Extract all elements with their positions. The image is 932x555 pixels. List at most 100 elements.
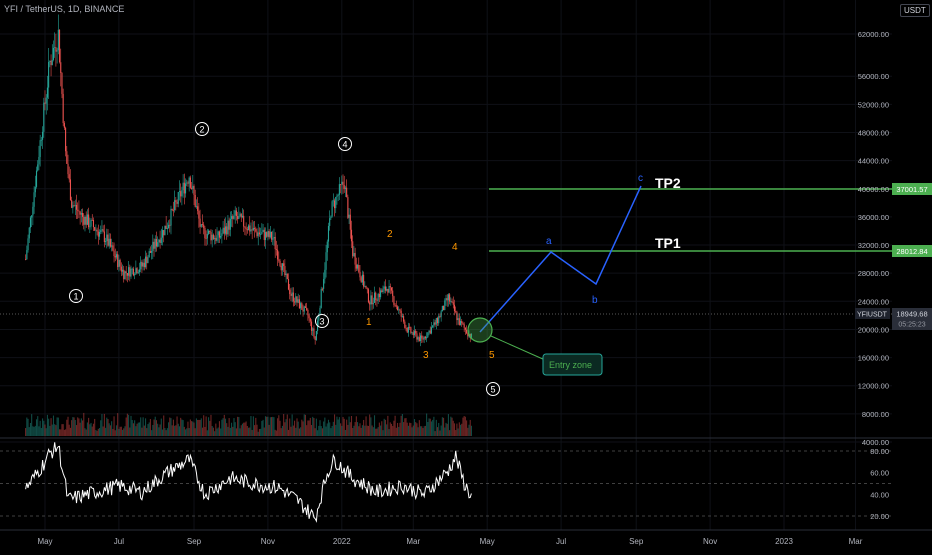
candle-body bbox=[321, 288, 323, 290]
volume-bar bbox=[458, 422, 460, 436]
volume-bar bbox=[359, 423, 361, 436]
volume-bar bbox=[77, 417, 79, 436]
candle-body bbox=[359, 271, 361, 278]
volume-bar bbox=[341, 425, 343, 436]
volume-bar bbox=[218, 421, 221, 436]
candle-body bbox=[372, 302, 374, 305]
candle-body bbox=[388, 285, 390, 293]
candle-body bbox=[415, 330, 417, 334]
price-tick-label: 8000.00 bbox=[862, 410, 889, 419]
volume-bar bbox=[113, 416, 115, 436]
candle-body bbox=[63, 123, 65, 128]
volume-bar bbox=[193, 422, 195, 436]
volume-bar bbox=[428, 418, 430, 436]
candle-body bbox=[180, 191, 182, 197]
price-tick-label: 20000.00 bbox=[858, 325, 889, 334]
volume-bar bbox=[200, 418, 202, 436]
candle-body bbox=[421, 335, 423, 339]
symbol-title[interactable]: YFI / TetherUS, 1D, BINANCE bbox=[4, 4, 125, 14]
volume-bar bbox=[405, 418, 407, 436]
candle-body bbox=[71, 200, 73, 208]
candle-body bbox=[205, 238, 207, 240]
candle-body bbox=[115, 254, 118, 258]
candle-body bbox=[239, 213, 241, 217]
price-axis[interactable]: 62000.00 56000.00 52000.00 48000.00 44000.00… bbox=[858, 30, 889, 447]
candle-body bbox=[277, 249, 279, 260]
candle-body bbox=[266, 232, 268, 237]
candle-body bbox=[350, 229, 353, 242]
entry-zone-box[interactable] bbox=[542, 353, 603, 376]
candle-body bbox=[342, 181, 344, 186]
volume-bar bbox=[45, 428, 47, 436]
currency-selector[interactable]: USDT bbox=[900, 4, 930, 17]
candle-body bbox=[280, 265, 282, 271]
volume-bar bbox=[101, 414, 103, 436]
candle-body bbox=[445, 298, 447, 301]
candle-body bbox=[332, 200, 334, 202]
candle-body bbox=[315, 330, 317, 340]
rsi-axis[interactable]: 80.00 60.00 40.00 20.00 bbox=[870, 447, 889, 521]
candle-body bbox=[446, 298, 448, 301]
rsi-tick-label: 80.00 bbox=[870, 447, 889, 456]
volume-bar bbox=[25, 428, 27, 436]
candle-body bbox=[43, 102, 45, 132]
volume-bar bbox=[309, 417, 311, 436]
volume-bar bbox=[413, 419, 416, 436]
candle-body bbox=[140, 261, 142, 270]
volume-bar bbox=[52, 415, 55, 436]
volume-bar bbox=[180, 417, 182, 436]
candle-body bbox=[55, 47, 57, 52]
volume-bar bbox=[452, 420, 454, 436]
price-tick-label: 4000.00 bbox=[862, 438, 889, 447]
candle-body bbox=[214, 237, 216, 239]
volume-bar bbox=[272, 416, 274, 436]
volume-bar bbox=[261, 420, 263, 436]
candle-body bbox=[98, 231, 101, 237]
price-tick-label: 12000.00 bbox=[858, 382, 889, 391]
candle-body bbox=[158, 239, 160, 243]
volume-bar bbox=[260, 428, 262, 436]
volume-bar bbox=[436, 427, 439, 436]
candle-body bbox=[300, 303, 302, 309]
volume-bar bbox=[306, 425, 308, 436]
candle-body bbox=[314, 336, 316, 340]
candle-body bbox=[130, 268, 132, 277]
candle-body bbox=[432, 325, 434, 328]
volume-bar bbox=[321, 428, 323, 436]
candle-body bbox=[35, 170, 38, 187]
volume-bar bbox=[235, 428, 237, 436]
candle-body bbox=[39, 140, 41, 157]
candle-body bbox=[163, 230, 165, 236]
volume-bar bbox=[35, 419, 38, 436]
forecast-path[interactable] bbox=[479, 185, 642, 333]
candle-body bbox=[455, 311, 457, 312]
candle-body bbox=[290, 294, 292, 296]
tp2-label: TP2 bbox=[655, 175, 681, 191]
volume-bar bbox=[429, 418, 431, 436]
candle-body bbox=[396, 306, 399, 310]
candle-body bbox=[229, 218, 231, 230]
volume-bar bbox=[115, 425, 118, 436]
candle-body bbox=[97, 231, 99, 237]
candle-body bbox=[333, 200, 336, 209]
volume-bar bbox=[314, 428, 316, 436]
candle-body bbox=[187, 182, 189, 184]
volume-bar bbox=[457, 428, 459, 436]
candle-body bbox=[263, 229, 265, 241]
time-tick-label: 2022 bbox=[333, 537, 351, 546]
volume-bar bbox=[411, 427, 413, 436]
time-tick-label: Nov bbox=[703, 537, 717, 546]
entry-zone-circle[interactable] bbox=[467, 317, 493, 343]
volume-bar bbox=[381, 421, 383, 436]
time-axis[interactable]: May Jul Sep Nov 2022 Mar May Jul Sep Nov 2023 Mar bbox=[37, 537, 862, 546]
candle-body bbox=[298, 299, 300, 309]
candle-body bbox=[217, 231, 219, 236]
volume-bar bbox=[84, 428, 86, 436]
candle-body bbox=[365, 286, 367, 289]
major-wave-1: 1 bbox=[69, 289, 83, 303]
volume-bar bbox=[212, 427, 214, 436]
candle-body bbox=[177, 191, 179, 204]
price-tick-label: 32000.00 bbox=[858, 241, 889, 250]
